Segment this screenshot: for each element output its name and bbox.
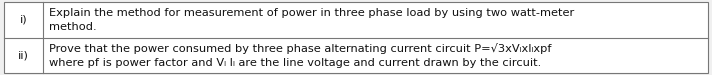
Text: ii): ii) bbox=[18, 50, 29, 60]
Text: method.: method. bbox=[49, 22, 97, 32]
Text: Prove that the power consumed by three phase alternating current circuit P=√3xVₗ: Prove that the power consumed by three p… bbox=[49, 43, 552, 53]
FancyBboxPatch shape bbox=[4, 2, 708, 73]
Text: i): i) bbox=[20, 15, 27, 25]
Text: where pf is power factor and Vₗ Iₗ are the line voltage and current drawn by the: where pf is power factor and Vₗ Iₗ are t… bbox=[49, 58, 541, 68]
Text: Explain the method for measurement of power in three phase load by using two wat: Explain the method for measurement of po… bbox=[49, 8, 575, 17]
